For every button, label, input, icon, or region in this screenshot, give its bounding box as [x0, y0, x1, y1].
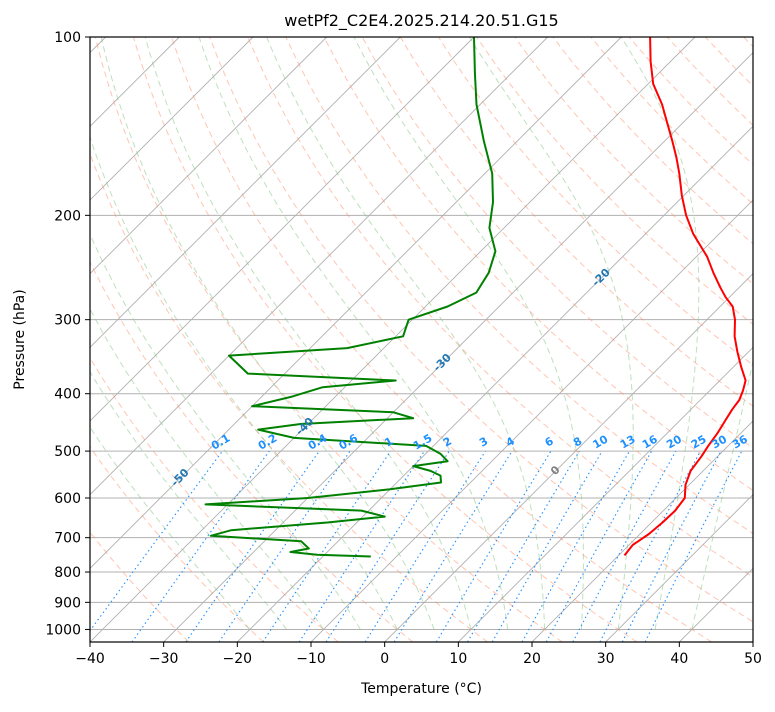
y-tick-label: 900 — [54, 595, 81, 611]
x-tick-label: 50 — [744, 651, 762, 667]
x-tick-label: −10 — [296, 651, 326, 667]
x-tick-label: 10 — [449, 651, 467, 667]
x-tick-label: 30 — [597, 651, 615, 667]
y-tick-label: 1000 — [45, 622, 81, 638]
x-axis-label: Temperature (°C) — [360, 681, 482, 697]
x-tick-label: −20 — [223, 651, 253, 667]
y-tick-label: 800 — [54, 565, 81, 581]
y-tick-label: 200 — [54, 208, 81, 224]
y-tick-label: 300 — [54, 313, 81, 329]
y-tick-label: 700 — [54, 531, 81, 547]
y-tick-label: 400 — [54, 387, 81, 403]
x-tick-label: −40 — [75, 651, 105, 667]
y-tick-label: 500 — [54, 444, 81, 460]
y-axis-label: Pressure (hPa) — [12, 289, 28, 389]
chart-title: wetPf2_C2E4.2025.214.20.51.G15 — [284, 11, 558, 31]
x-tick-label: −30 — [149, 651, 179, 667]
y-tick-label: 100 — [54, 30, 81, 46]
x-tick-label: 0 — [380, 651, 389, 667]
x-tick-label: 40 — [670, 651, 688, 667]
x-tick-label: 20 — [523, 651, 541, 667]
y-tick-label: 600 — [54, 491, 81, 507]
